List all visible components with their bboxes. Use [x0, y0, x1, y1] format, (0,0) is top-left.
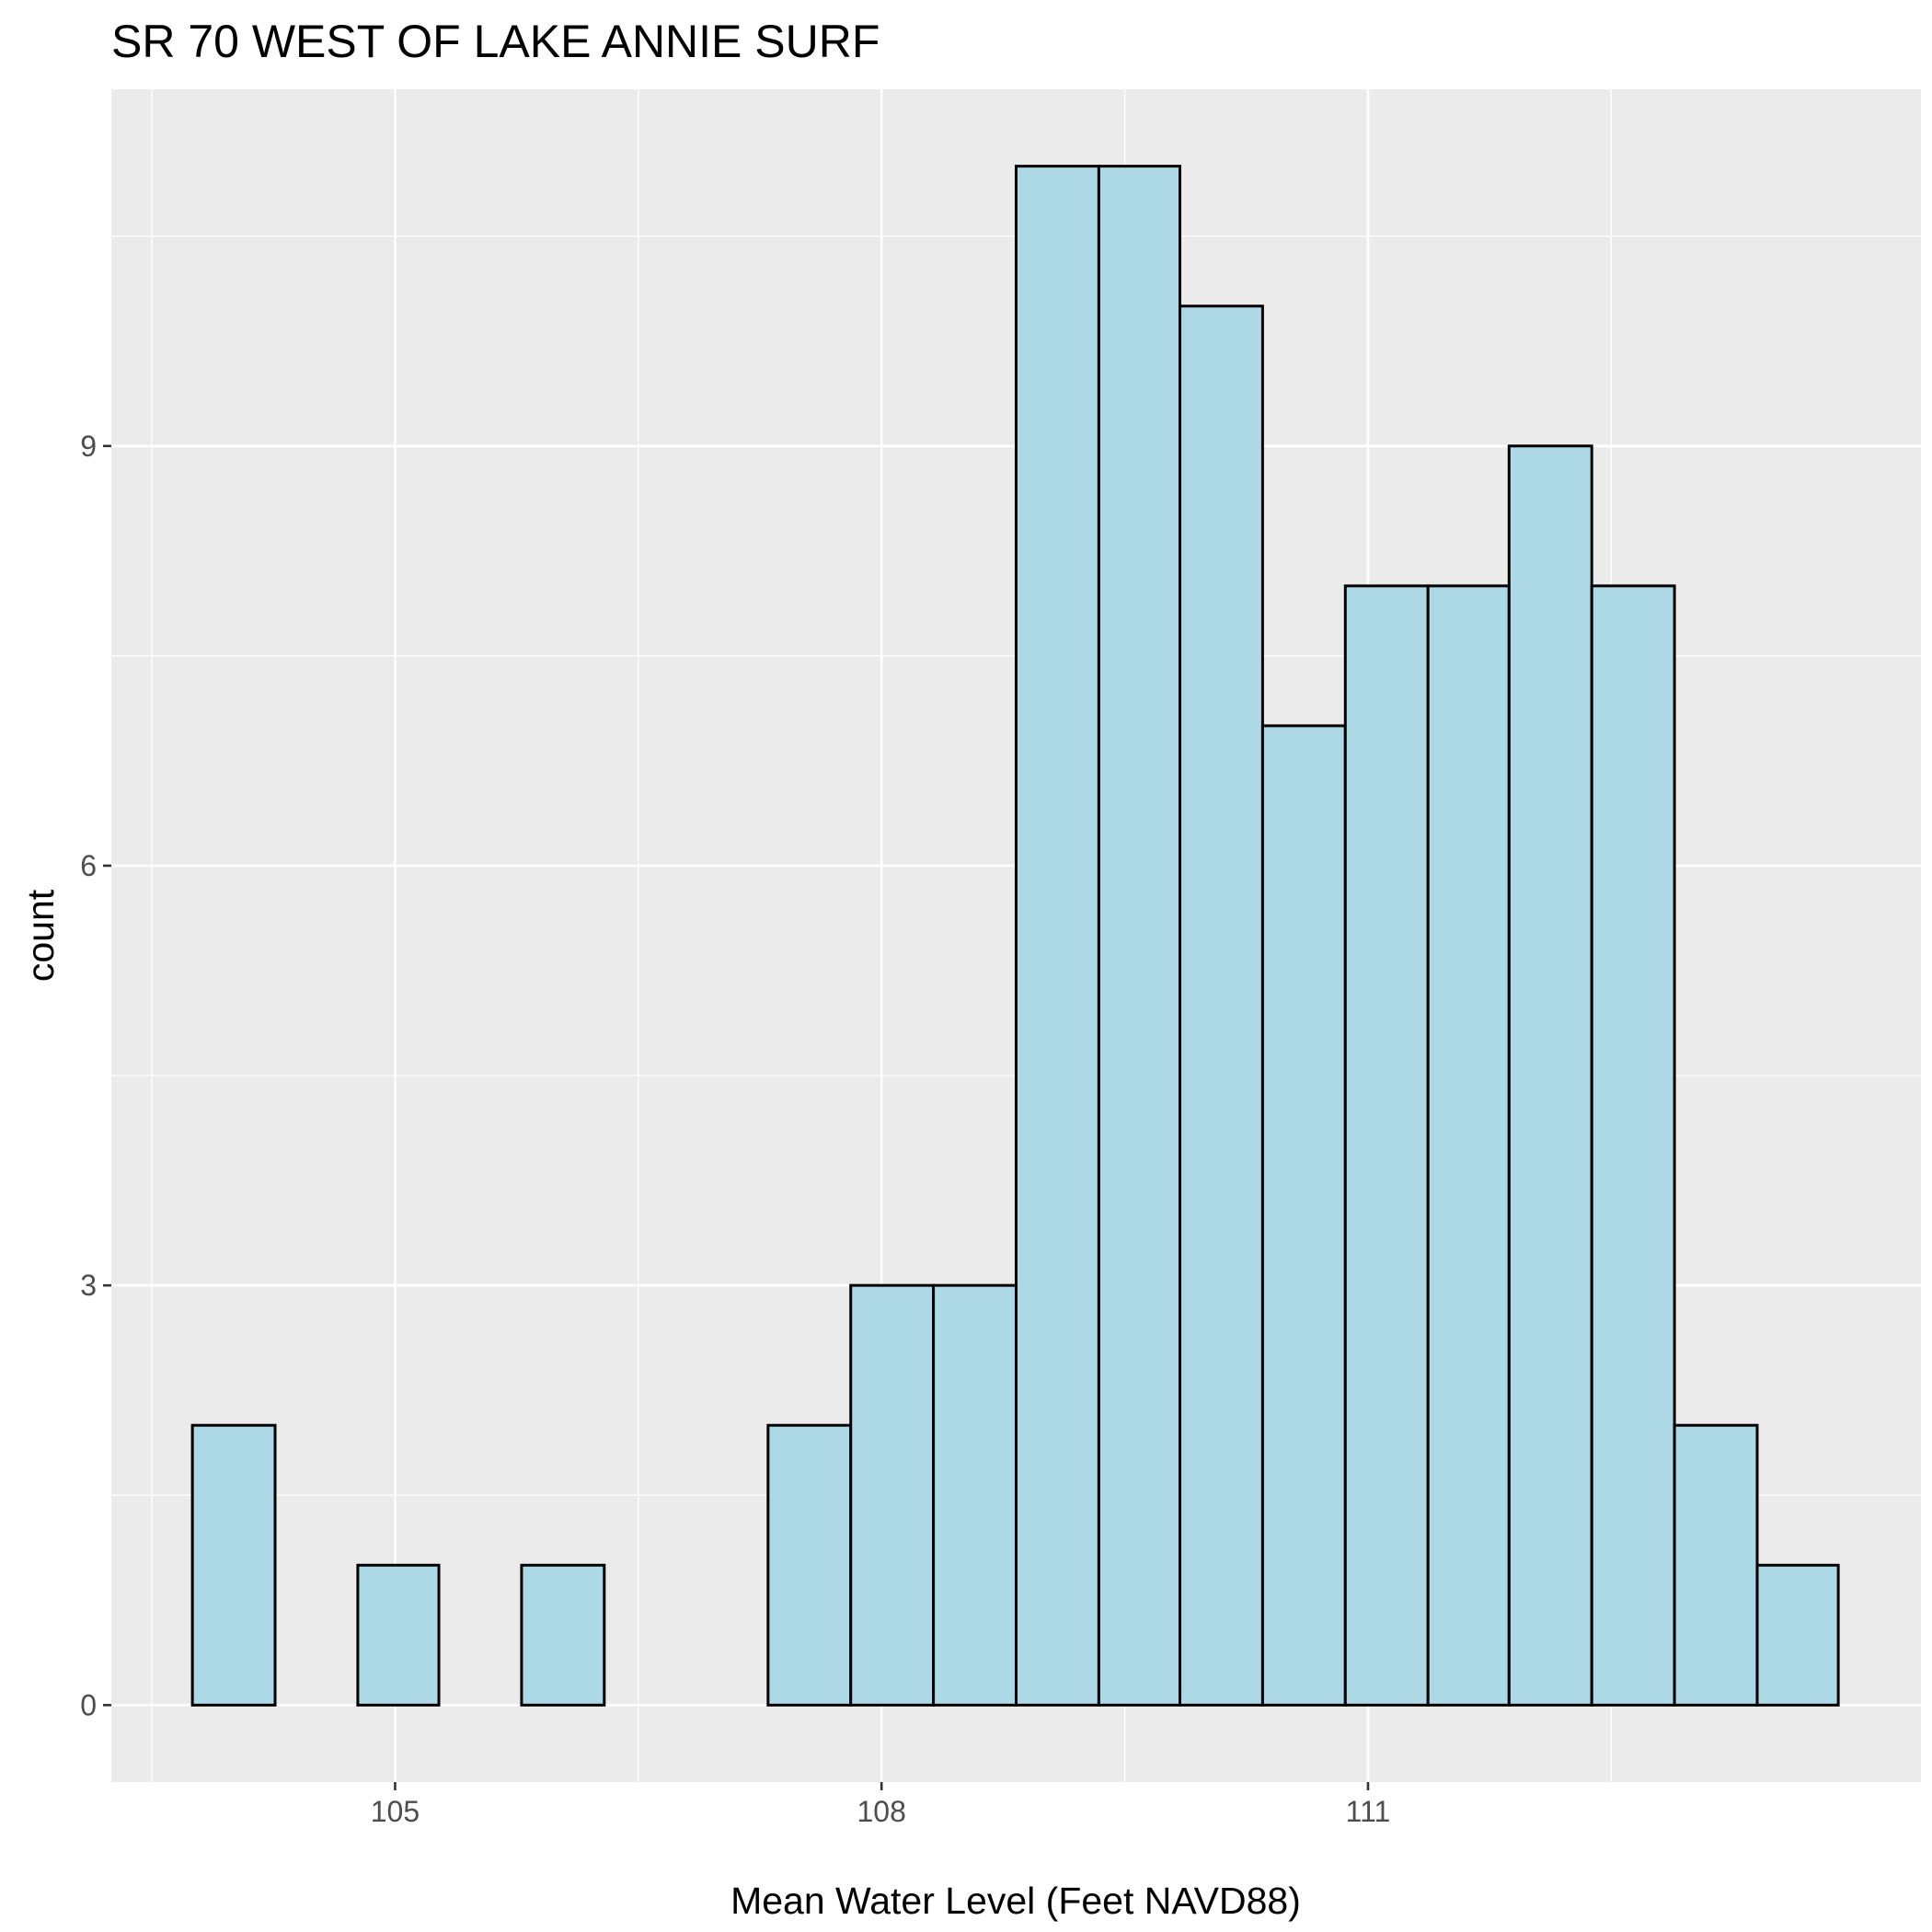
histogram-bar: [190, 1423, 277, 1707]
x-tick-label: 105: [371, 1795, 420, 1828]
histogram-bar: [1507, 444, 1593, 1707]
x-axis: 105 108 111: [371, 1782, 1391, 1828]
x-tick-label: 108: [857, 1795, 906, 1828]
histogram-bar: [1343, 584, 1430, 1707]
histogram-bar: [520, 1563, 606, 1707]
histogram-bar: [849, 1283, 936, 1707]
histogram-bar: [1755, 1563, 1840, 1707]
y-tick-label: 0: [80, 1688, 97, 1721]
y-tick-label: 9: [80, 430, 97, 463]
histogram-bar: [1179, 305, 1264, 1707]
histogram-bar: [1673, 1423, 1759, 1707]
histogram-bar: [1590, 584, 1676, 1707]
histogram-bar: [356, 1563, 441, 1707]
histogram-bar: [1260, 724, 1347, 1707]
histogram-bar: [1015, 165, 1100, 1707]
y-axis: 0 3 6 9: [80, 430, 111, 1721]
y-axis-title: count: [19, 889, 62, 982]
chart-title: SR 70 WEST OF LAKE ANNIE SURF: [111, 16, 880, 67]
y-tick-label: 6: [80, 849, 97, 882]
x-tick-label: 111: [1346, 1795, 1391, 1828]
histogram-bars: [190, 165, 1840, 1707]
histogram-bar: [766, 1423, 853, 1707]
x-axis-title: Mean Water Level (Feet NAVD88): [730, 1880, 1301, 1922]
histogram-bar: [1426, 584, 1511, 1707]
y-tick-label: 3: [80, 1269, 97, 1302]
histogram-bar: [1097, 165, 1182, 1707]
histogram-bar: [932, 1283, 1018, 1707]
